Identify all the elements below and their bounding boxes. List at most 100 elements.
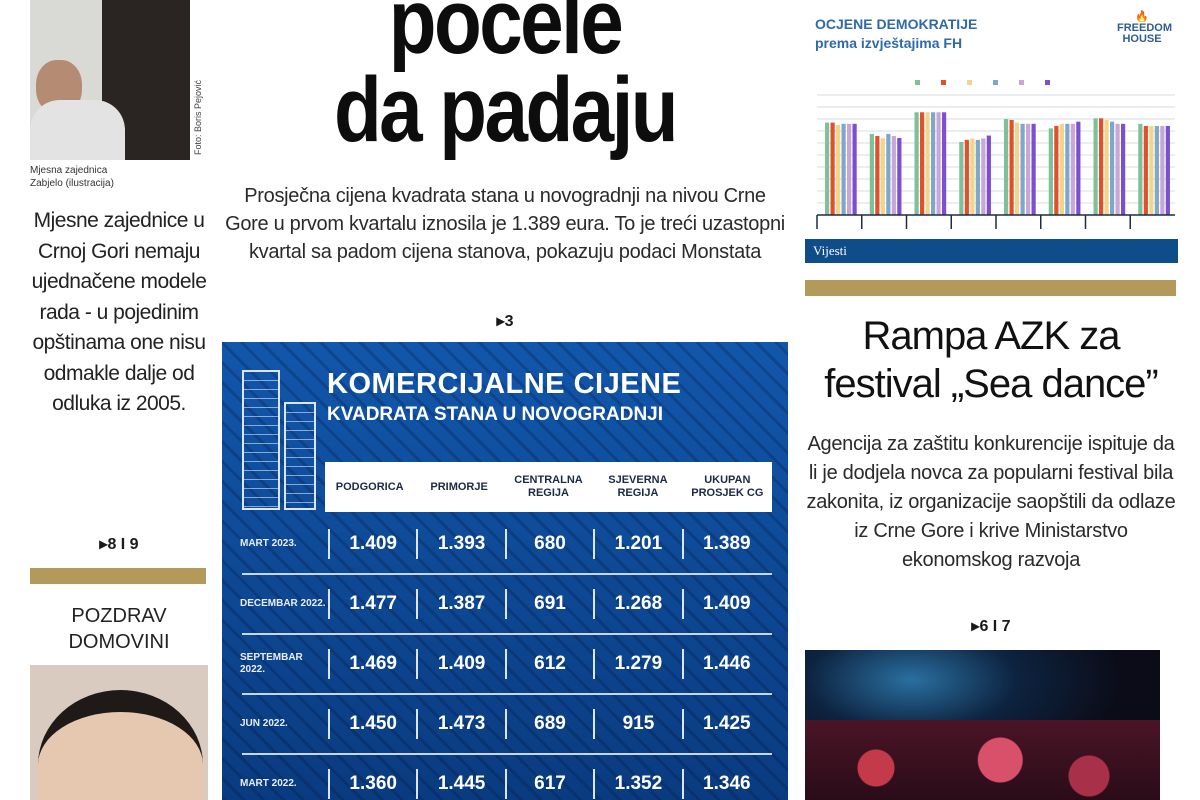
row-divider: [242, 573, 772, 575]
period-label: SEPTEMBAR 2022.: [240, 652, 303, 675]
bar: [920, 112, 925, 215]
legend-swatch: [1019, 80, 1024, 85]
bar: [836, 125, 841, 215]
bar: [891, 136, 896, 215]
bar: [897, 137, 902, 215]
price-cell: 1.352: [593, 769, 681, 799]
table-row: MART 2022. 1.360 1.445 617 1.352 1.346: [240, 754, 770, 800]
bar: [1115, 123, 1120, 215]
building-icon: [284, 402, 316, 510]
bar: [1121, 123, 1126, 215]
bar: [1099, 118, 1104, 215]
price-cell: 1.409: [328, 529, 416, 559]
row-divider: [242, 633, 772, 635]
legend-swatch: [993, 80, 998, 85]
bar: [1149, 125, 1154, 215]
portrait-photo: [30, 665, 208, 800]
headline-line2: festival „Sea dance”: [824, 362, 1159, 406]
building-icon: [242, 370, 280, 510]
page-ref-text: 6 I 7: [979, 618, 1011, 635]
column-header: PODGORICA: [335, 480, 404, 493]
price-cell: 915: [593, 709, 681, 739]
price-cell: 1.473: [416, 709, 504, 739]
bar: [1093, 118, 1098, 215]
page-ref-text: 8 I 9: [107, 536, 139, 553]
gold-divider: [30, 568, 206, 584]
bar: [1031, 123, 1036, 215]
table-row: MART 2023. 1.409 1.393 680 1.201 1.389: [240, 514, 770, 574]
story-text: Mjesne zajednice u Crnoj Gori nemaju uje…: [31, 209, 207, 415]
row-divider: [242, 693, 772, 695]
bar: [1104, 119, 1109, 215]
bar: [981, 138, 986, 215]
bar: [936, 112, 941, 215]
price-cell: 1.425: [681, 709, 770, 739]
legend-swatch: [915, 80, 920, 85]
price-cell: 612: [504, 649, 593, 679]
legend-swatch: [1045, 80, 1050, 85]
section-title: POZDRAV DOMOVINI: [68, 605, 170, 653]
bar: [1048, 128, 1053, 215]
bar: [880, 138, 885, 215]
table-row: DECEMBAR 2022. 1.477 1.387 691 1.268 1.409: [240, 574, 770, 634]
photo-credit: Foto: Boris Pejović: [193, 79, 203, 155]
price-cell: 1.409: [416, 649, 504, 679]
festival-crowd-photo: [805, 650, 1160, 800]
price-cell: 1.446: [681, 649, 770, 679]
bar: [925, 112, 930, 215]
period-label: JUN 2022.: [240, 718, 288, 729]
price-cell: 1.450: [328, 709, 416, 739]
headline-line1: Rampa AZK za: [862, 314, 1120, 358]
chart-plot: [816, 80, 1175, 229]
gold-divider: [805, 280, 1176, 296]
column-header: CENTRALNA REGIJA: [514, 474, 583, 499]
page-ref-main[interactable]: ▸3: [496, 313, 514, 330]
bar: [1154, 125, 1159, 215]
bar: [830, 122, 835, 215]
bar: [1004, 119, 1009, 215]
bar: [1138, 123, 1143, 215]
bar: [931, 112, 936, 215]
headline-sea-dance: Rampa AZK za festival „Sea dance”: [805, 312, 1177, 408]
bar: [1054, 125, 1059, 215]
price-cell: 680: [504, 529, 593, 559]
price-cell: 1.393: [416, 529, 504, 559]
price-cell: 1.360: [328, 769, 416, 799]
bar: [1160, 125, 1165, 215]
bar: [1070, 123, 1075, 215]
bar: [986, 135, 991, 215]
row-divider: [242, 753, 772, 755]
price-cell: 691: [504, 589, 593, 619]
price-cell: 1.268: [593, 589, 681, 619]
table-row: JUN 2022. 1.450 1.473 689 915 1.425: [240, 694, 770, 754]
page-ref-text: 3: [504, 313, 514, 330]
bar: [942, 112, 947, 215]
table-header: PODGORICA PRIMORJE CENTRALNA REGIJA SJEV…: [325, 462, 772, 512]
price-cell: 1.346: [681, 769, 770, 799]
bar: [1165, 125, 1170, 215]
price-cell: 1.387: [416, 589, 504, 619]
price-cell: 1.389: [681, 529, 770, 559]
page-ref-right[interactable]: ▸6 I 7: [971, 618, 1011, 635]
infographic-subtitle: KVADRATA STANA U NOVOGRADNJI: [327, 404, 664, 425]
bar: [847, 123, 852, 215]
democracy-chart: OCJENE DEMOKRATIJE prema izvještajima FH …: [805, 0, 1178, 265]
page-ref-left[interactable]: ▸8 I 9: [99, 536, 139, 553]
bar: [1076, 121, 1081, 215]
legend-swatch: [941, 80, 946, 85]
bar: [1015, 122, 1020, 215]
price-cell: 1.469: [328, 649, 416, 679]
bar: [886, 133, 891, 215]
column-header: PRIMORJE: [430, 480, 488, 493]
freedom-house-logo: 🔥 FREEDOM HOUSE: [1117, 11, 1172, 45]
infographic-title: KOMERCIJALNE CIJENE: [327, 368, 682, 400]
vijesti-band: Vijesti: [805, 239, 1178, 263]
headline-line1: počele: [388, 0, 624, 73]
photo-mjesna-zajednica: [30, 0, 190, 160]
bar: [970, 138, 975, 215]
column-header: SJEVERNA REGIJA: [608, 474, 668, 499]
bar: [1026, 123, 1031, 215]
bar: [975, 139, 980, 215]
period-label: DECEMBAR 2022.: [240, 598, 326, 609]
bar: [1059, 123, 1064, 215]
